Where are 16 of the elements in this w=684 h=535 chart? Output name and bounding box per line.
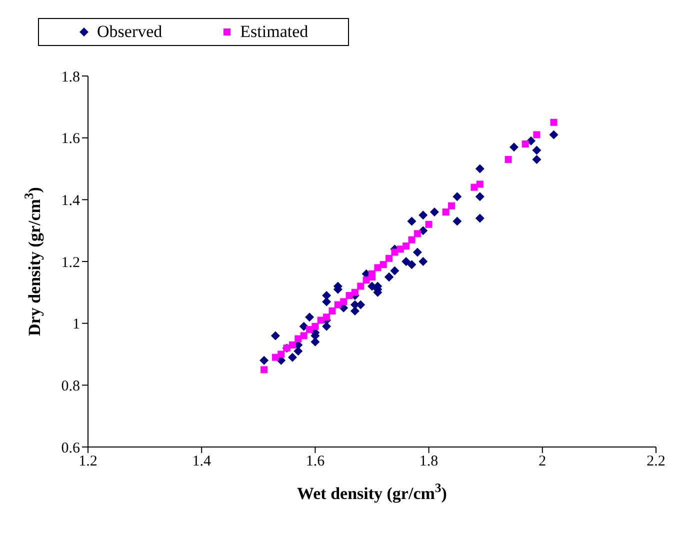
y-tick-label: 1.4 bbox=[61, 192, 80, 209]
y-tick-label: 1.8 bbox=[61, 69, 80, 86]
y-tick-label: 0.6 bbox=[61, 440, 80, 456]
x-tick-label: 1.8 bbox=[419, 454, 438, 470]
x-tick-label: 2 bbox=[538, 454, 546, 470]
legend-label: Observed bbox=[96, 22, 162, 42]
y-tick-label: 1.6 bbox=[61, 131, 80, 148]
legend-label: Estimated bbox=[239, 22, 308, 42]
x-axis-title: Wet density (gr/cm$^{3}$) bbox=[297, 481, 447, 503]
x-tick-label: 1.2 bbox=[78, 454, 98, 470]
x-tick-label: 1.4 bbox=[192, 454, 212, 470]
x-tick-label: 2.2 bbox=[646, 454, 666, 470]
x-tick-label: 1.6 bbox=[306, 454, 326, 470]
y-tick-label: 0.8 bbox=[61, 378, 80, 394]
y-tick-label: 1.2 bbox=[61, 254, 80, 271]
y-tick-label: 1 bbox=[72, 316, 80, 333]
